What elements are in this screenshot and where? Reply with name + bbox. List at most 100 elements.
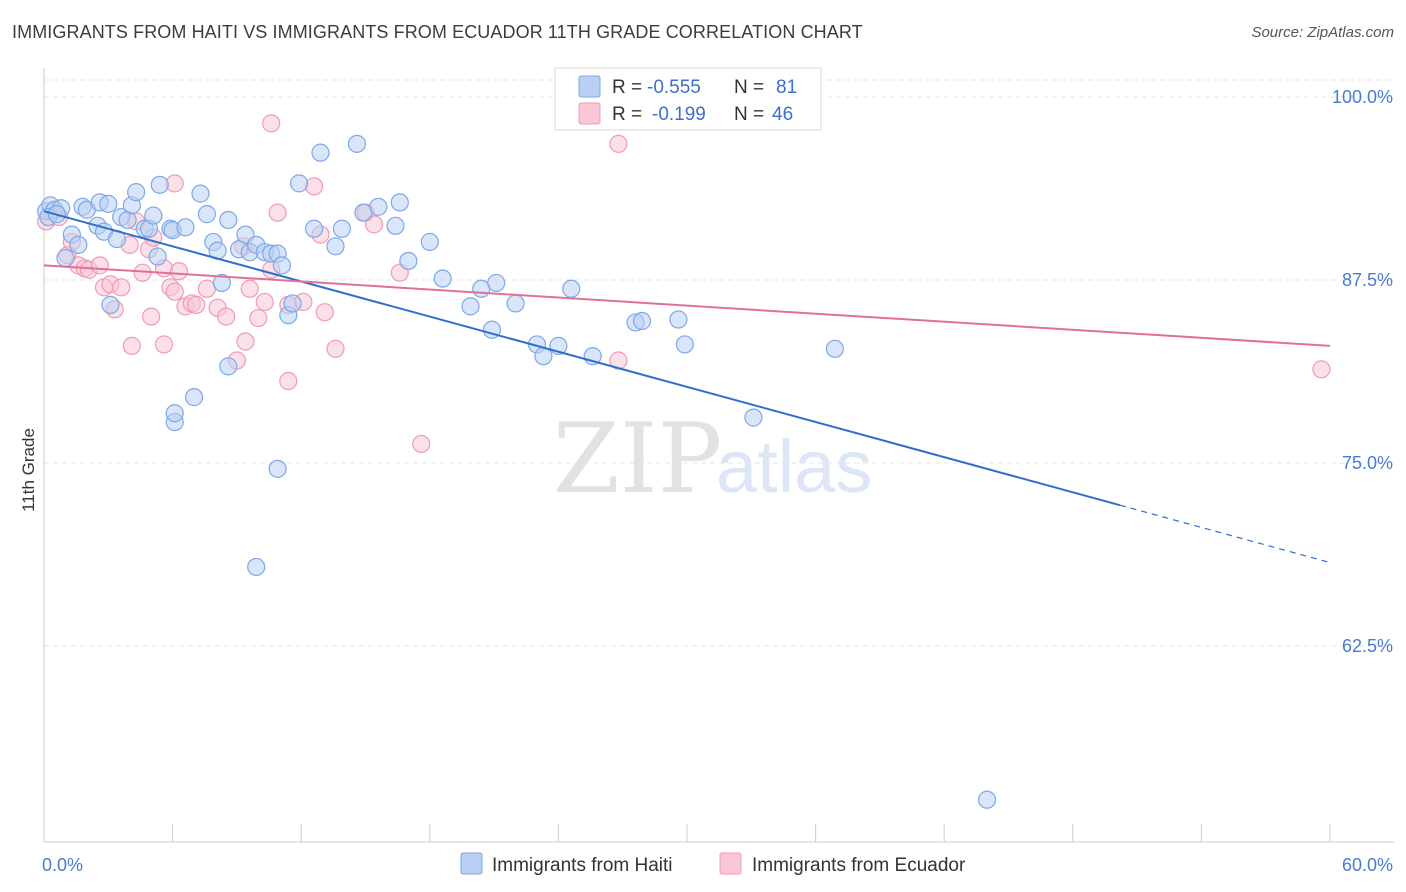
legend-haiti-n-value: 81 bbox=[776, 77, 797, 98]
watermark: ZIP atlas bbox=[553, 403, 872, 515]
haiti-point-54 bbox=[399, 251, 418, 271]
ecuador-point-45 bbox=[1312, 360, 1331, 379]
haiti-point-73 bbox=[977, 790, 997, 809]
ecuador-point-52 bbox=[154, 335, 174, 354]
chart-title: IMMIGRANTS FROM HAITI VS IMMIGRANTS FROM… bbox=[12, 22, 863, 42]
haiti-point-8 bbox=[56, 248, 75, 268]
bottom-legend-ecuador-label: Immigrants from Ecuador bbox=[752, 855, 966, 876]
haiti-point-33 bbox=[219, 210, 238, 230]
ecuador-point-37 bbox=[304, 177, 324, 196]
ecuador-point-51 bbox=[122, 336, 141, 355]
legend-ecuador-r-value: -0.199 bbox=[652, 104, 706, 125]
bottom-legend-ecuador-swatch bbox=[719, 852, 742, 875]
x-tick-labels: 0.0% 60.0% bbox=[42, 855, 1393, 875]
haiti-point-28 bbox=[191, 184, 210, 203]
ecuador-point-47 bbox=[609, 134, 628, 153]
ecuador-point-30 bbox=[240, 279, 259, 298]
haiti-point-75 bbox=[184, 388, 204, 407]
haiti-point-32 bbox=[212, 273, 231, 293]
ecuador-point-31 bbox=[249, 308, 268, 328]
haiti-point-69 bbox=[669, 310, 688, 329]
haiti-trend-extension bbox=[1119, 504, 1331, 564]
y-tick-labels: 100.0% 87.5% 75.0% 62.5% bbox=[1332, 87, 1393, 656]
source-label: Source: ZipAtlas.com bbox=[1251, 24, 1394, 41]
legend-haiti-swatch bbox=[578, 75, 601, 98]
haiti-point-56 bbox=[433, 269, 452, 288]
legend-ecuador-r-label: R = bbox=[612, 104, 642, 125]
haiti-point-14 bbox=[99, 194, 118, 213]
series-legend: Immigrants from Haiti Immigrants from Ec… bbox=[460, 852, 966, 876]
ecuador-point-41 bbox=[364, 215, 384, 234]
series-ecuador-points bbox=[37, 114, 1331, 454]
haiti-point-49 bbox=[347, 134, 367, 153]
ecuador-point-24 bbox=[187, 295, 206, 314]
legend-ecuador-n-value: 46 bbox=[772, 104, 793, 125]
ecuador-point-12 bbox=[112, 278, 131, 297]
haiti-point-53 bbox=[390, 193, 409, 212]
haiti-point-19 bbox=[127, 183, 146, 202]
ecuador-point-43 bbox=[412, 434, 431, 454]
haiti-point-55 bbox=[420, 232, 439, 252]
haiti-point-7 bbox=[69, 235, 88, 254]
gridlines bbox=[44, 79, 1394, 647]
haiti-point-24 bbox=[150, 175, 169, 194]
haiti-point-47 bbox=[326, 237, 345, 256]
haiti-point-77 bbox=[268, 459, 287, 478]
ecuador-point-32 bbox=[255, 292, 274, 312]
haiti-point-72 bbox=[825, 339, 844, 358]
legend-haiti-n-label: N = bbox=[734, 77, 764, 98]
ecuador-point-53 bbox=[279, 371, 298, 391]
bottom-legend-haiti-label: Immigrants from Haiti bbox=[492, 855, 673, 876]
legend-ecuador-swatch bbox=[578, 102, 601, 125]
y-axis-label: 11th Grade bbox=[19, 428, 38, 512]
haiti-point-41 bbox=[272, 256, 292, 275]
ecuador-point-49 bbox=[236, 332, 255, 351]
ecuador-point-50 bbox=[142, 307, 161, 326]
haiti-point-52 bbox=[386, 216, 405, 235]
legend-haiti-r-value: -0.555 bbox=[647, 77, 701, 98]
y-tick-label-2: 75.0% bbox=[1342, 453, 1393, 473]
y-tick-label-1: 87.5% bbox=[1342, 270, 1393, 290]
haiti-point-78 bbox=[165, 404, 184, 423]
axes bbox=[43, 68, 1394, 843]
trend-lines bbox=[43, 210, 1331, 564]
ecuador-point-46 bbox=[262, 114, 281, 133]
haiti-point-80 bbox=[101, 295, 120, 314]
haiti-point-79 bbox=[247, 557, 266, 577]
haiti-point-22 bbox=[144, 206, 163, 225]
haiti-point-27 bbox=[176, 218, 195, 237]
ecuador-point-39 bbox=[326, 339, 345, 358]
ecuador-point-8 bbox=[90, 256, 109, 275]
x-tick-label-1: 60.0% bbox=[1342, 855, 1393, 875]
ecuador-point-21 bbox=[169, 262, 189, 281]
legend-ecuador-n-label: N = bbox=[734, 104, 764, 125]
watermark-atlas: atlas bbox=[716, 425, 872, 508]
haiti-trend-line bbox=[43, 210, 1121, 507]
haiti-point-51 bbox=[369, 197, 388, 216]
haiti-point-46 bbox=[311, 143, 330, 162]
haiti-point-29 bbox=[197, 205, 216, 224]
haiti-point-43 bbox=[283, 294, 302, 313]
ecuador-trend-line bbox=[43, 264, 1331, 347]
x-tick-label-0: 0.0% bbox=[42, 855, 83, 875]
ecuador-point-20 bbox=[165, 282, 184, 301]
ecuador-point-38 bbox=[315, 303, 334, 322]
legend-haiti-r-label: R = bbox=[612, 77, 642, 98]
haiti-point-65 bbox=[562, 279, 581, 298]
haiti-point-71 bbox=[744, 408, 763, 427]
haiti-point-76 bbox=[219, 357, 238, 376]
haiti-point-23 bbox=[148, 247, 167, 266]
ecuador-point-48 bbox=[165, 174, 184, 193]
haiti-point-61 bbox=[506, 294, 525, 313]
bottom-legend-haiti-swatch bbox=[460, 852, 483, 875]
ecuador-point-27 bbox=[217, 307, 236, 326]
haiti-point-44 bbox=[289, 174, 309, 193]
haiti-point-68 bbox=[632, 311, 652, 331]
y-tick-label-3: 62.5% bbox=[1342, 636, 1393, 656]
haiti-point-45 bbox=[304, 219, 324, 238]
ecuador-point-34 bbox=[268, 203, 287, 222]
y-tick-label-0: 100.0% bbox=[1332, 87, 1393, 107]
haiti-point-57 bbox=[461, 297, 480, 316]
stats-legend: R = -0.555 N = 81 R = -0.199 N = 46 bbox=[554, 67, 822, 131]
